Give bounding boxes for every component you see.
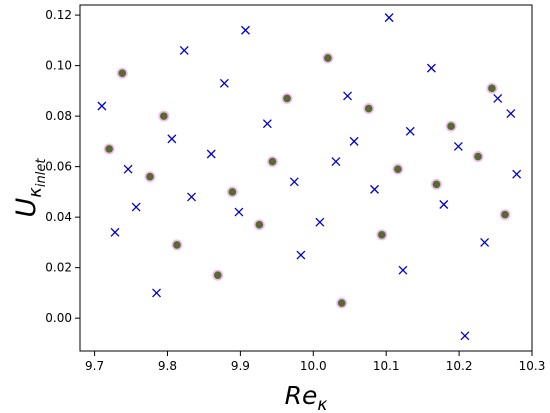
plot-frame <box>79 4 533 352</box>
x-marker-point <box>110 227 120 237</box>
x-marker-point <box>262 119 272 129</box>
x-marker-point <box>480 237 490 247</box>
x-marker-point <box>206 149 216 159</box>
points-layer <box>97 13 522 341</box>
x-marker-point <box>331 157 341 167</box>
x-marker-point <box>179 46 189 55</box>
circle-marker-point <box>499 209 511 221</box>
y-axis-ticks: 0.00 0.02 0.04 0.06 0.08 0.10 0.12 <box>45 8 80 325</box>
x-tick-label: 10.2 <box>446 359 473 373</box>
circle-marker-point <box>171 239 183 251</box>
x-marker-point <box>405 126 415 136</box>
x-marker-point <box>512 169 522 179</box>
x-marker-point <box>460 331 470 341</box>
circle-marker-point <box>266 156 278 168</box>
circle-marker-point <box>158 110 170 122</box>
x-tick-label: 9.9 <box>231 359 250 373</box>
x-marker-point <box>453 141 463 151</box>
circle-marker-point <box>116 67 128 79</box>
circle-marker-point <box>376 229 388 241</box>
x-marker-point <box>234 207 244 217</box>
x-marker-point <box>152 288 162 298</box>
x-tick-label: 10.0 <box>300 359 327 373</box>
x-marker-point <box>398 265 408 275</box>
x-axis-label: Reκ <box>285 381 328 413</box>
x-marker-point <box>493 93 503 103</box>
y-tick-label: 0.04 <box>45 210 72 224</box>
y-tick-label: 0.06 <box>45 160 72 174</box>
circle-marker-point <box>226 186 238 198</box>
circle-marker-point <box>144 171 156 183</box>
y-tick-label: 0.00 <box>45 311 72 325</box>
circle-marker-point <box>281 92 293 104</box>
circle-marker-point <box>486 82 498 94</box>
x-marker-point <box>289 177 299 187</box>
y-tick-label: 0.02 <box>45 261 72 275</box>
circle-marker-point <box>430 178 442 190</box>
circle-marker-point <box>253 219 265 231</box>
x-marker-point <box>426 63 436 73</box>
x-marker-point <box>167 134 177 144</box>
x-axis-ticks: 9.7 9.8 9.9 10.0 10.1 10.2 10.3 <box>85 351 545 373</box>
circle-marker-point <box>103 143 115 155</box>
x-marker-point <box>187 192 197 202</box>
x-marker-point <box>315 217 325 227</box>
y-tick-label: 0.12 <box>45 8 72 22</box>
circle-marker-point <box>445 120 457 132</box>
x-marker-point <box>439 200 449 209</box>
circle-marker-point <box>472 151 484 163</box>
circle-marker-point <box>322 52 334 64</box>
x-marker-point <box>343 91 353 101</box>
circle-marker-point <box>336 297 348 309</box>
x-marker-point <box>370 184 379 194</box>
x-tick-label: 10.1 <box>373 359 400 373</box>
x-marker-point <box>506 109 516 119</box>
x-marker-point <box>349 136 359 146</box>
x-marker-point <box>296 250 306 260</box>
x-marker-point <box>123 164 133 174</box>
y-tick-label: 0.10 <box>45 59 72 73</box>
circle-marker-point <box>363 103 375 115</box>
x-marker-point <box>97 101 107 111</box>
y-axis-label: Uκinlet <box>11 158 49 218</box>
x-tick-label: 10.3 <box>519 359 546 373</box>
x-tick-label: 9.8 <box>158 359 177 373</box>
x-marker-point <box>384 13 394 23</box>
circle-marker-point <box>212 269 224 281</box>
circle-marker-point <box>392 163 404 175</box>
x-marker-point <box>241 25 250 35</box>
x-tick-label: 9.7 <box>85 359 104 373</box>
x-marker-point <box>131 202 141 212</box>
x-marker-point <box>219 78 229 88</box>
y-tick-label: 0.08 <box>45 109 72 123</box>
